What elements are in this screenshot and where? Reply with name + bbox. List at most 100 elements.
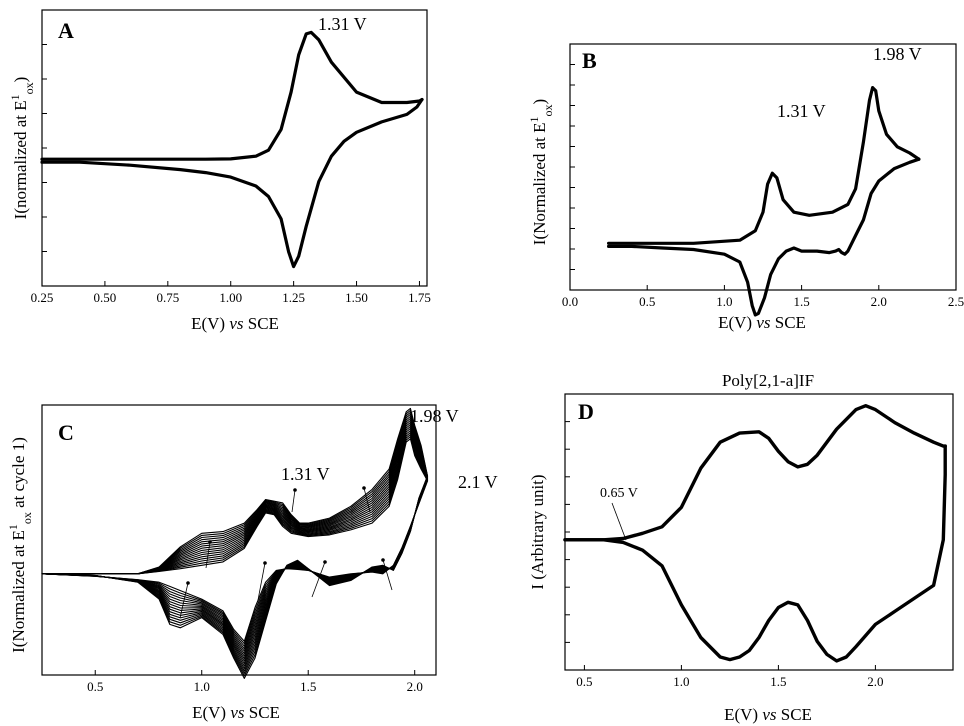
peak-annotation: 1.31 V [281, 464, 330, 484]
growth-arrow [205, 541, 211, 569]
y-axis-label-part: I (Arbitrary unit) [528, 474, 547, 589]
cv-cycle-reverse [41, 479, 429, 647]
peak-annotation: 1.31 V [318, 14, 367, 34]
y-axis-label: I(Normalized at E1ox) [527, 99, 555, 245]
growth-arrow [363, 487, 371, 513]
cv-sweep [563, 404, 947, 542]
chart-title: Poly[2,1-a]IF [722, 371, 814, 390]
x-tick-label: 1.00 [219, 290, 242, 305]
x-tick-label: 0.50 [94, 290, 117, 305]
plot-frame [41, 9, 428, 287]
x-tick-label: 0.5 [576, 674, 592, 689]
panel-label: D [578, 399, 594, 424]
cv-cycle-reverse [41, 480, 429, 645]
x-axis-label-part: E(V) [718, 313, 756, 332]
panel-d: 0.5 1.0 1.5 2.0 D Poly[2,1-a]IF 0.65 V E(V) vs … [528, 371, 954, 724]
cv-sweep [40, 97, 424, 269]
y-axis-label-part: 1 [8, 94, 22, 100]
y-axis-label: I(normalized at E1ox) [8, 77, 36, 220]
x-axis-label-part: vs [762, 705, 777, 724]
x-axis-label-part: vs [230, 703, 245, 722]
panel-c: 0.5 1.0 1.5 2.0 C 1.31 V 1.98 V 2.1 V E(V) vs SC… [6, 404, 498, 722]
cv-cycle-reverse [41, 479, 429, 652]
cv-cycle-forward [41, 407, 429, 575]
x-tick-label: 0.0 [562, 294, 578, 309]
panel-a: 0.25 0.50 0.75 1.00 1.25 1.50 1.75 A 1.31 V E(V) … [8, 9, 431, 333]
growth-arrow-head [381, 558, 385, 562]
peak-annotation: 1.98 V [873, 44, 922, 64]
growth-arrow [311, 561, 326, 598]
y-axis-label-part: at cycle 1) [9, 437, 28, 512]
y-axis-label-part: 1 [527, 116, 541, 122]
peak-annotation: 1.31 V [777, 101, 826, 121]
growth-arrow-head [293, 488, 297, 492]
x-tick-label: 1.50 [345, 290, 368, 305]
peak-annotation: 2.1 V [458, 472, 498, 492]
cv-cycle-forward [41, 413, 429, 575]
panel-b: 0.0 0.5 1.0 1.5 2.0 2.5 B 1.31 V 1.98 V E(V) vs S… [527, 43, 964, 332]
x-tick-label: 1.5 [770, 674, 786, 689]
y-axis-label: I (Arbitrary unit) [528, 474, 547, 589]
y-axis-label-part: ) [530, 99, 549, 105]
y-axis-label-part: ) [11, 77, 30, 83]
growth-arrow [382, 559, 393, 591]
cv-cycle-forward [41, 417, 429, 575]
x-tick-label: 1.5 [300, 679, 316, 694]
cv-cycle-forward [41, 411, 429, 575]
peak-annotation: 0.65 V [600, 486, 638, 501]
x-tick-label: 0.25 [31, 290, 54, 305]
cv-sweep [607, 86, 921, 245]
cv-cycle-forward [41, 438, 429, 575]
cv-cycle-forward [41, 415, 429, 575]
cv-cycle-reverse [41, 479, 429, 650]
x-axis-label: E(V) vs SCE [191, 314, 279, 333]
cv-cycle-reverse [41, 475, 429, 679]
cv-cycle-forward [41, 422, 429, 575]
x-axis-label: E(V) vs SCE [718, 313, 806, 332]
y-axis-label-part: I(Normalized at E [530, 122, 549, 245]
cv-sweep [563, 444, 947, 663]
x-tick-label: 2.0 [407, 679, 423, 694]
growth-arrow-head [323, 560, 327, 564]
cv-sweep [607, 157, 921, 317]
growth-arrow-head [263, 561, 267, 565]
y-axis-label-part: ox [541, 104, 555, 116]
x-tick-label: 1.0 [673, 674, 689, 689]
x-axis-label-part: SCE [243, 314, 278, 333]
cv-cycle-forward [41, 436, 429, 575]
growth-arrow [291, 489, 296, 513]
y-axis-label-part: ox [20, 512, 34, 524]
cv-cycle-forward [41, 428, 429, 575]
cv-cycle-forward [41, 409, 429, 575]
y-axis-label-part: I(normalized at E [11, 100, 30, 219]
y-axis-label: I(Normalized at E1ox at cycle 1) [6, 437, 34, 653]
cv-cycle-reverse [41, 478, 429, 657]
cv-cycle-reverse [41, 478, 429, 655]
growth-arrow [257, 562, 266, 601]
x-tick-label: 2.5 [948, 294, 964, 309]
cv-cycle-forward [41, 434, 429, 575]
growth-arrow [179, 582, 189, 619]
plot-frame [41, 404, 437, 676]
x-tick-label: 0.75 [156, 290, 179, 305]
cv-cycle-forward [41, 419, 429, 575]
growth-arrow-head [186, 581, 190, 585]
cv-cycle-forward [41, 424, 429, 575]
x-tick-label: 2.0 [867, 674, 883, 689]
x-axis-label-part: SCE [770, 313, 805, 332]
x-axis-label-part: vs [229, 314, 244, 333]
x-tick-label: 2.0 [871, 294, 887, 309]
x-tick-label: 1.25 [282, 290, 305, 305]
cv-cycle-forward [41, 430, 429, 575]
panel-label: B [582, 48, 597, 73]
peak-annotation: 1.98 V [410, 406, 459, 426]
x-axis-label-part: SCE [244, 703, 279, 722]
x-axis-label-part: SCE [776, 705, 811, 724]
cv-cycle-forward [41, 432, 429, 575]
x-axis-label-part: E(V) [192, 703, 230, 722]
x-axis-label-part: vs [756, 313, 771, 332]
x-tick-label: 1.75 [408, 290, 431, 305]
x-tick-label: 1.5 [793, 294, 809, 309]
growth-arrow-head [362, 486, 366, 490]
y-axis-label-part: ox [22, 82, 36, 94]
